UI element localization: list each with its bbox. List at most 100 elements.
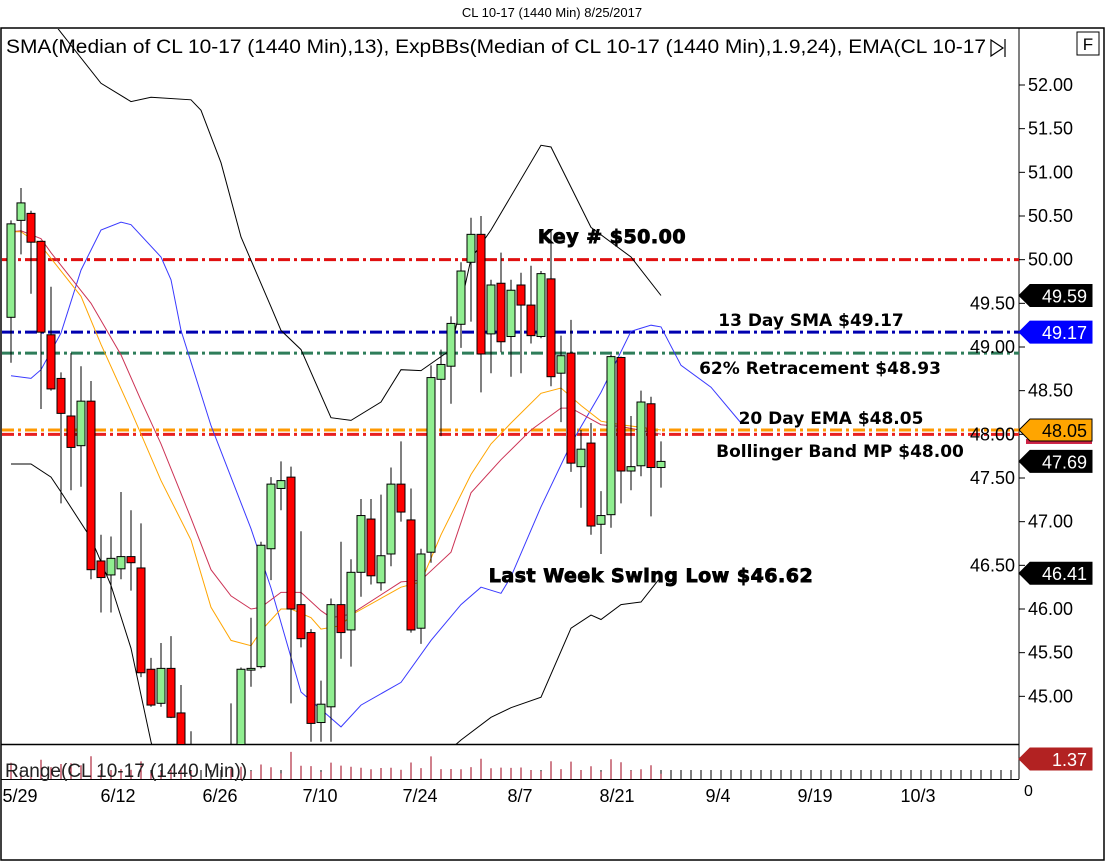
- candle-body: [316, 703, 326, 724]
- x-tick-label: 8/7: [507, 786, 532, 806]
- candle-body: [486, 284, 496, 335]
- candle: [136, 523, 146, 678]
- candle-body: [136, 567, 146, 674]
- candle-body: [396, 483, 406, 513]
- candle-body: [436, 363, 446, 380]
- candle-body: [586, 442, 596, 527]
- candle: [66, 353, 76, 491]
- candle: [376, 494, 386, 591]
- y-tick-label: 47.00: [1028, 512, 1073, 532]
- chart-title: CL 10-17 (1440 Min) 8/25/2017: [462, 5, 642, 20]
- candle: [256, 541, 266, 669]
- f-button[interactable]: F: [1076, 31, 1100, 56]
- candle-body: [626, 466, 636, 472]
- flag-value: 1.37: [1052, 750, 1087, 770]
- candle: [516, 272, 526, 374]
- candle-body: [576, 448, 586, 468]
- main-pane: Key # $50.00 13 Day SMA $49.17 62% Retrace…: [2, 29, 1019, 744]
- candle-body: [446, 322, 456, 367]
- candle: [546, 230, 556, 387]
- candle-body: [426, 377, 436, 553]
- candle-body: [526, 304, 536, 337]
- candle-body: [6, 223, 16, 318]
- candle-body: [236, 668, 246, 744]
- candle-body: [656, 460, 666, 469]
- candle-body: [476, 233, 486, 355]
- candle-body: [616, 356, 626, 472]
- indicator-line-expbbs-upper: [57, 29, 662, 421]
- candle-body: [96, 560, 106, 579]
- candle: [636, 390, 646, 477]
- flag-shape: [1018, 449, 1093, 473]
- indicator-line-sma-13: [10, 221, 742, 728]
- y-tick-label: 48.50: [1028, 381, 1073, 401]
- candle: [326, 598, 336, 742]
- candle: [576, 429, 586, 508]
- candle: [616, 356, 626, 504]
- candle-body: [116, 556, 126, 570]
- candle-body: [386, 483, 396, 555]
- flag-shape: [1018, 283, 1093, 307]
- candle: [166, 636, 176, 719]
- level-label: 13 Day SMA $49.17: [718, 311, 903, 331]
- candle-body: [366, 518, 376, 577]
- flag-shape: [1018, 320, 1093, 344]
- price-axis-inner-labels: 49.50 49.00 48.00 47.50 46.50: [970, 293, 1015, 575]
- y-tick-label: 52.00: [1028, 75, 1073, 95]
- x-tick-label: 7/10: [302, 786, 337, 806]
- scroll-end-icon[interactable]: [990, 38, 1006, 58]
- candle-body: [356, 515, 366, 573]
- chart-frame: [0, 27, 1105, 861]
- x-tick-label: 8/21: [599, 786, 634, 806]
- candle: [466, 217, 476, 322]
- candle: [246, 617, 256, 687]
- candle: [16, 188, 26, 255]
- candle: [356, 498, 366, 597]
- candle-body: [26, 212, 36, 243]
- candle: [286, 466, 296, 704]
- price-axis: 52.00 51.50 51.00 50.50 50.00 48.50 47.00 46.00…: [1019, 75, 1073, 706]
- candle-body: [646, 403, 656, 469]
- candle: [230, 703, 232, 744]
- level-label: 20 Day EMA $48.05: [739, 409, 924, 429]
- candle: [536, 271, 546, 339]
- price-flags: 49.59 49.17 48.05 47.69 46.41 1.37: [1018, 283, 1093, 771]
- candle: [626, 415, 636, 491]
- candle-body: [176, 712, 186, 744]
- candle-body: [636, 401, 646, 467]
- level-label: Key # $50.00: [538, 226, 686, 248]
- range-flag: 1.37: [1018, 747, 1093, 771]
- y-tick-label: 46.00: [1028, 599, 1073, 619]
- flag-value: 46.41: [1042, 564, 1087, 584]
- candle: [276, 461, 286, 511]
- candle-body: [66, 415, 76, 448]
- candle-body: [566, 352, 576, 464]
- flag-value: 49.17: [1042, 323, 1087, 343]
- indicator-line-ema-20: [11, 231, 662, 647]
- y-tick-label: 49.00: [970, 337, 1015, 357]
- candle: [306, 629, 316, 742]
- candle: [236, 667, 246, 744]
- y-tick-label: 50.00: [1028, 250, 1073, 270]
- candle: [596, 491, 606, 554]
- candle-body: [326, 604, 336, 708]
- y-tick-label: 51.00: [1028, 162, 1073, 182]
- candle-body: [496, 282, 506, 343]
- candle: [396, 441, 406, 522]
- candle-body: [276, 480, 286, 489]
- candle-body: [296, 604, 306, 640]
- y-tick-label: 47.50: [970, 468, 1015, 488]
- price-flag: 49.59: [1018, 283, 1093, 307]
- candle: [56, 372, 66, 504]
- flag-shape: [1018, 747, 1093, 771]
- candle-body: [46, 334, 56, 390]
- flag-shape: [1018, 418, 1093, 442]
- candle-body: [256, 544, 266, 668]
- candle: [26, 210, 36, 294]
- candle: [476, 215, 486, 393]
- candles: [6, 188, 666, 744]
- level-label: 62% Retracement $48.93: [699, 359, 941, 379]
- range-pane-label: Range(CL 10-17 (1440 Min)): [5, 761, 247, 782]
- candle: [526, 265, 536, 344]
